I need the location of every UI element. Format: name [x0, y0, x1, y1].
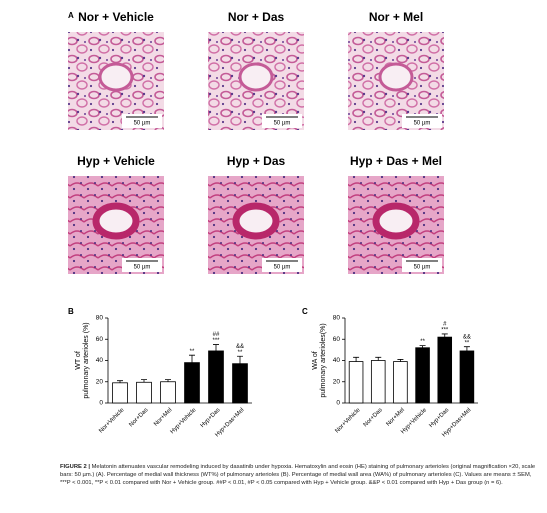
significance: ** [465, 340, 470, 346]
error-bar [117, 380, 123, 383]
caption-text: Melatonin attenuates vascular remodeling… [60, 464, 536, 486]
x-tick-label: Hyp+Das [428, 407, 450, 429]
image-title: Nor + Das [228, 10, 285, 24]
x-tick-label: Hyp+Vehicle [170, 407, 198, 435]
bar [393, 361, 408, 404]
error-bar [375, 356, 382, 361]
y-axis-label: WT of [75, 351, 82, 370]
scale-label: 50 µm [134, 265, 151, 271]
vessel [378, 62, 414, 92]
panel-label: B [68, 307, 74, 316]
error-bar [441, 333, 448, 338]
y-axis-label: pulmonary arterioles (%) [83, 322, 90, 398]
image-title: Nor + Vehicle [78, 10, 154, 24]
significance: && [463, 334, 471, 340]
x-tick-label: Hyp+Das [200, 407, 222, 429]
error-bar [189, 354, 195, 363]
y-tick-label: 80 [96, 315, 104, 322]
vessel [372, 202, 420, 240]
image-title: Hyp + Vehicle [77, 154, 155, 168]
significance: ## [213, 332, 220, 338]
y-axis-label: pulmonary arterioles(%) [320, 323, 327, 397]
error-bar [397, 359, 404, 362]
vessel [98, 62, 134, 92]
y-tick-label: 0 [336, 400, 340, 407]
panel-label: A [68, 11, 74, 20]
x-tick-label: Nor+Das [363, 407, 384, 428]
y-tick-label: 60 [333, 336, 341, 343]
caption: FIGURE 2 | Melatonin attenuates vascular… [60, 463, 538, 487]
bar [112, 382, 128, 404]
vessel [238, 62, 274, 92]
bar [459, 350, 475, 404]
vessel [232, 202, 280, 240]
y-tick-label: 40 [333, 357, 341, 364]
y-axis-label: WA of [312, 351, 319, 369]
error-bar [353, 356, 360, 362]
error-bar [463, 346, 470, 351]
bar [370, 360, 386, 404]
x-tick-label: Nor+Vehicle [98, 407, 126, 435]
scale-label: 50 µm [134, 121, 151, 127]
y-tick-label: 0 [99, 400, 103, 407]
image-title: Hyp + Das + Mel [350, 154, 442, 168]
vessel [92, 202, 140, 240]
scale-label: 50 µm [414, 121, 431, 127]
scale-label: 50 µm [274, 121, 291, 127]
scale-label: 50 µm [274, 265, 291, 271]
significance: ** [238, 350, 243, 356]
panel-label: C [302, 307, 308, 316]
bar [160, 381, 176, 404]
x-tick-label: Nor+Vehicle [334, 407, 362, 435]
bar [348, 361, 364, 404]
bar [136, 381, 152, 404]
y-tick-label: 20 [96, 378, 104, 385]
x-tick-label: Nor+Mel [386, 407, 406, 427]
significance: ** [420, 339, 425, 345]
scale-label: 50 µm [414, 265, 431, 271]
significance: # [443, 322, 447, 328]
image-title: Nor + Mel [369, 10, 423, 24]
bar [232, 363, 248, 404]
x-tick-label: Nor+Mel [153, 407, 173, 427]
y-tick-label: 60 [96, 336, 104, 343]
bar [415, 347, 430, 404]
error-bar [213, 344, 219, 351]
y-tick-label: 20 [333, 378, 341, 385]
bar [184, 362, 200, 404]
caption-label: FIGURE 2 | [60, 464, 90, 470]
image-title: Hyp + Das [227, 154, 286, 168]
bar [437, 336, 453, 404]
error-bar [419, 345, 426, 348]
bar [208, 350, 224, 404]
error-bar [237, 355, 243, 364]
x-tick-label: Nor+Das [128, 407, 149, 428]
significance: *** [441, 328, 449, 334]
significance: *** [212, 338, 220, 344]
error-bar [165, 379, 171, 382]
y-tick-label: 80 [333, 315, 341, 322]
significance: && [236, 344, 244, 350]
error-bar [141, 379, 147, 383]
significance: ** [190, 349, 195, 355]
y-tick-label: 40 [96, 357, 104, 364]
